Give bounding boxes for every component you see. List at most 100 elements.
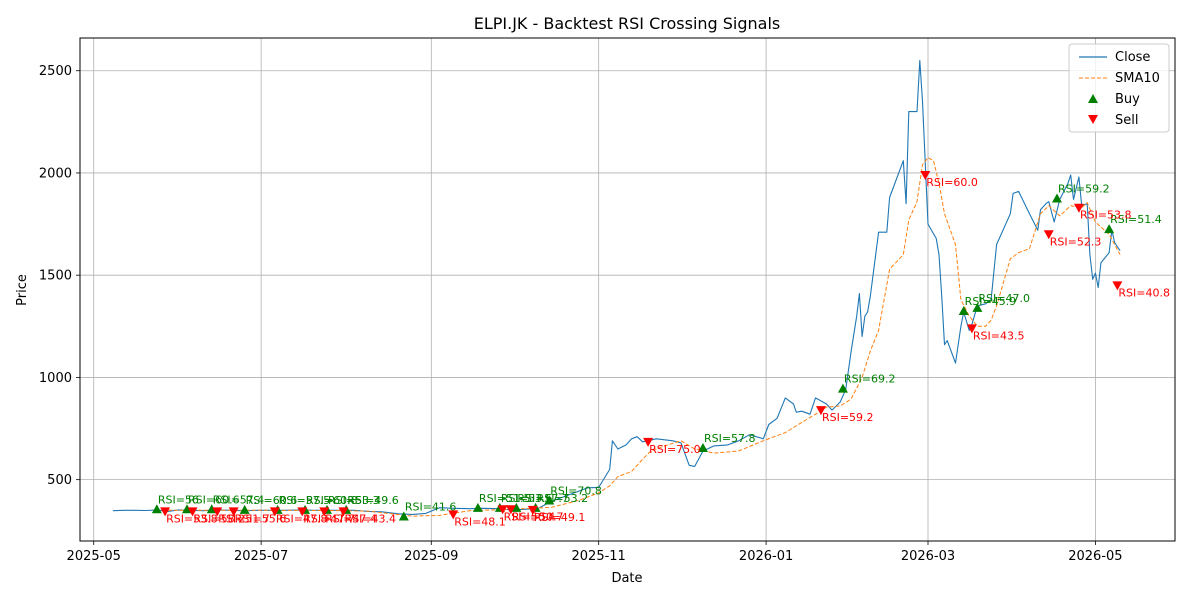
buy-marker bbox=[837, 383, 848, 393]
buy-marker bbox=[239, 504, 250, 514]
legend-sell-marker bbox=[1088, 115, 1098, 124]
x-tick-label: 2026-03 bbox=[901, 549, 955, 564]
sell-rsi-label: RSI=43.5 bbox=[973, 329, 1025, 342]
x-tick-label: 2026-05 bbox=[1068, 549, 1122, 564]
sell-rsi-label: RSI=40.8 bbox=[1118, 286, 1170, 299]
buy-rsi-label: RSI=51.4 bbox=[1110, 213, 1162, 226]
sell-marker bbox=[497, 505, 508, 515]
y-axis-label: Price bbox=[15, 274, 30, 306]
sell-rsi-label: RSI=47.4 bbox=[325, 512, 377, 525]
sell-marker bbox=[228, 507, 239, 517]
sell-rsi-label: RSI=60.0 bbox=[926, 176, 978, 189]
series-layer bbox=[112, 59, 1121, 517]
legend-box bbox=[1068, 43, 1170, 133]
legend: Close SMA10 Buy Sell bbox=[1068, 43, 1170, 133]
sell-marker bbox=[1112, 281, 1123, 291]
sell-marker bbox=[643, 437, 654, 447]
sell-rsi-label: RSI=50.4 bbox=[504, 510, 556, 523]
legend-sell-label: Sell bbox=[1115, 113, 1138, 128]
buy-rsi-label: RSI=69.2 bbox=[844, 373, 896, 386]
buy-rsi-label: RSI=57.7 bbox=[517, 492, 569, 505]
sell-marker bbox=[319, 507, 330, 517]
sell-marker bbox=[297, 507, 308, 517]
sma10-line bbox=[167, 157, 1121, 517]
buy-rsi-label: RSI=60.8 bbox=[306, 494, 358, 507]
sell-rsi-label: RSI=75.0 bbox=[649, 443, 701, 456]
sell-rsi-label: RSI=58.2 bbox=[194, 512, 246, 525]
buy-rsi-label: RSI=47.0 bbox=[978, 292, 1030, 305]
sell-rsi-label: RSI=47.7 bbox=[303, 512, 355, 525]
sell-rsi-label: RSI=59.2 bbox=[822, 411, 874, 424]
sell-rsi-label: RSI=47.8 bbox=[276, 512, 328, 525]
sell-marker bbox=[1043, 230, 1054, 240]
buy-rsi-label: RSI=57.8 bbox=[704, 432, 756, 445]
chart-title: ELPI.JK - Backtest RSI Crossing Signals bbox=[474, 14, 781, 33]
sell-marker bbox=[269, 507, 280, 517]
y-tick-label: 500 bbox=[47, 473, 72, 488]
x-tick-label: 2025-09 bbox=[404, 549, 458, 564]
buy-marker bbox=[1051, 193, 1062, 203]
sell-rsi-label: RSI=52.3 bbox=[1050, 235, 1102, 248]
sell-rsi-label: RSI=48.1 bbox=[454, 515, 506, 528]
sell-rsi-label: RSI=55.6 bbox=[235, 512, 287, 525]
grid bbox=[80, 38, 1175, 541]
sell-marker bbox=[212, 507, 223, 517]
buy-rsi-label: RSI=60.6 bbox=[188, 493, 240, 506]
buy-marker bbox=[1104, 224, 1115, 234]
buy-marker bbox=[511, 502, 522, 512]
sell-rsi-label: RSI=49.1 bbox=[534, 511, 586, 524]
buy-marker bbox=[472, 502, 483, 512]
buy-rsi-label: RSI=49.6 bbox=[347, 494, 399, 507]
buy-rsi-label: RSI=53.3 bbox=[328, 494, 380, 507]
x-axis-label: Date bbox=[611, 571, 642, 586]
sell-rsi-label: RSI=51.7 bbox=[218, 512, 270, 525]
buy-rsi-label: RSI=41.6 bbox=[405, 500, 457, 513]
buy-marker bbox=[206, 504, 217, 514]
buy-rsi-label: RSI=60.6 bbox=[246, 494, 298, 507]
buy-rsi-label: RSI=56 bbox=[158, 493, 199, 506]
buy-marker bbox=[544, 495, 555, 505]
sell-marker bbox=[1073, 203, 1084, 213]
buy-marker bbox=[182, 504, 193, 514]
close-price-line bbox=[112, 59, 1121, 515]
buy-marker bbox=[697, 442, 708, 452]
y-tick-label: 1500 bbox=[39, 269, 72, 284]
legend-buy-label: Buy bbox=[1115, 92, 1140, 107]
buy-marker bbox=[398, 511, 409, 521]
sell-marker bbox=[505, 505, 516, 515]
axis-ticks: 2025-05 2025-07 2025-09 2025-11 2026-01 2026-… bbox=[39, 64, 1123, 564]
legend-buy-marker bbox=[1088, 94, 1098, 103]
x-tick-label: 2025-05 bbox=[67, 549, 121, 564]
buy-rsi-label: RSI=57.4 bbox=[213, 493, 265, 506]
buy-marker bbox=[972, 302, 983, 312]
sell-marker bbox=[448, 510, 459, 520]
sell-marker bbox=[338, 507, 349, 517]
buy-marker bbox=[151, 504, 162, 514]
sell-marker bbox=[187, 507, 198, 517]
buy-rsi-label: RSI=57.5 bbox=[279, 494, 331, 507]
y-tick-label: 1000 bbox=[39, 371, 72, 386]
buy-rsi-label: RSI=59.2 bbox=[1058, 183, 1110, 196]
sell-marker bbox=[966, 324, 977, 334]
sell-marker bbox=[920, 170, 931, 180]
sell-rsi-label: RSI=53.8 bbox=[166, 512, 218, 525]
sell-rsi-label: RSI=43.4 bbox=[344, 512, 396, 525]
sell-marker bbox=[815, 406, 826, 416]
legend-close-label: Close bbox=[1115, 50, 1150, 65]
buy-marker bbox=[958, 305, 969, 315]
x-tick-label: 2026-01 bbox=[739, 549, 793, 564]
buy-rsi-label: RSI=70.8 bbox=[550, 485, 602, 498]
legend-sma-label: SMA10 bbox=[1115, 71, 1160, 86]
buy-rsi-label: RSI=53.6 bbox=[501, 492, 553, 505]
y-tick-label: 2500 bbox=[39, 64, 72, 79]
plot-frame bbox=[79, 37, 1176, 542]
sell-marker bbox=[527, 505, 538, 515]
sell-rsi-label: RSI=50.7 bbox=[512, 510, 564, 523]
sell-rsi-label: RSI=53.8 bbox=[1080, 209, 1132, 222]
x-tick-label: 2025-07 bbox=[234, 549, 288, 564]
buy-rsi-label: RSI=51.5 bbox=[479, 492, 531, 505]
sell-marker bbox=[160, 507, 171, 517]
y-tick-label: 2000 bbox=[39, 166, 72, 181]
signal-layer: RSI=56RSI=60.6RSI=57.4RSI=60.6RSI=57.5RS… bbox=[151, 170, 1170, 528]
